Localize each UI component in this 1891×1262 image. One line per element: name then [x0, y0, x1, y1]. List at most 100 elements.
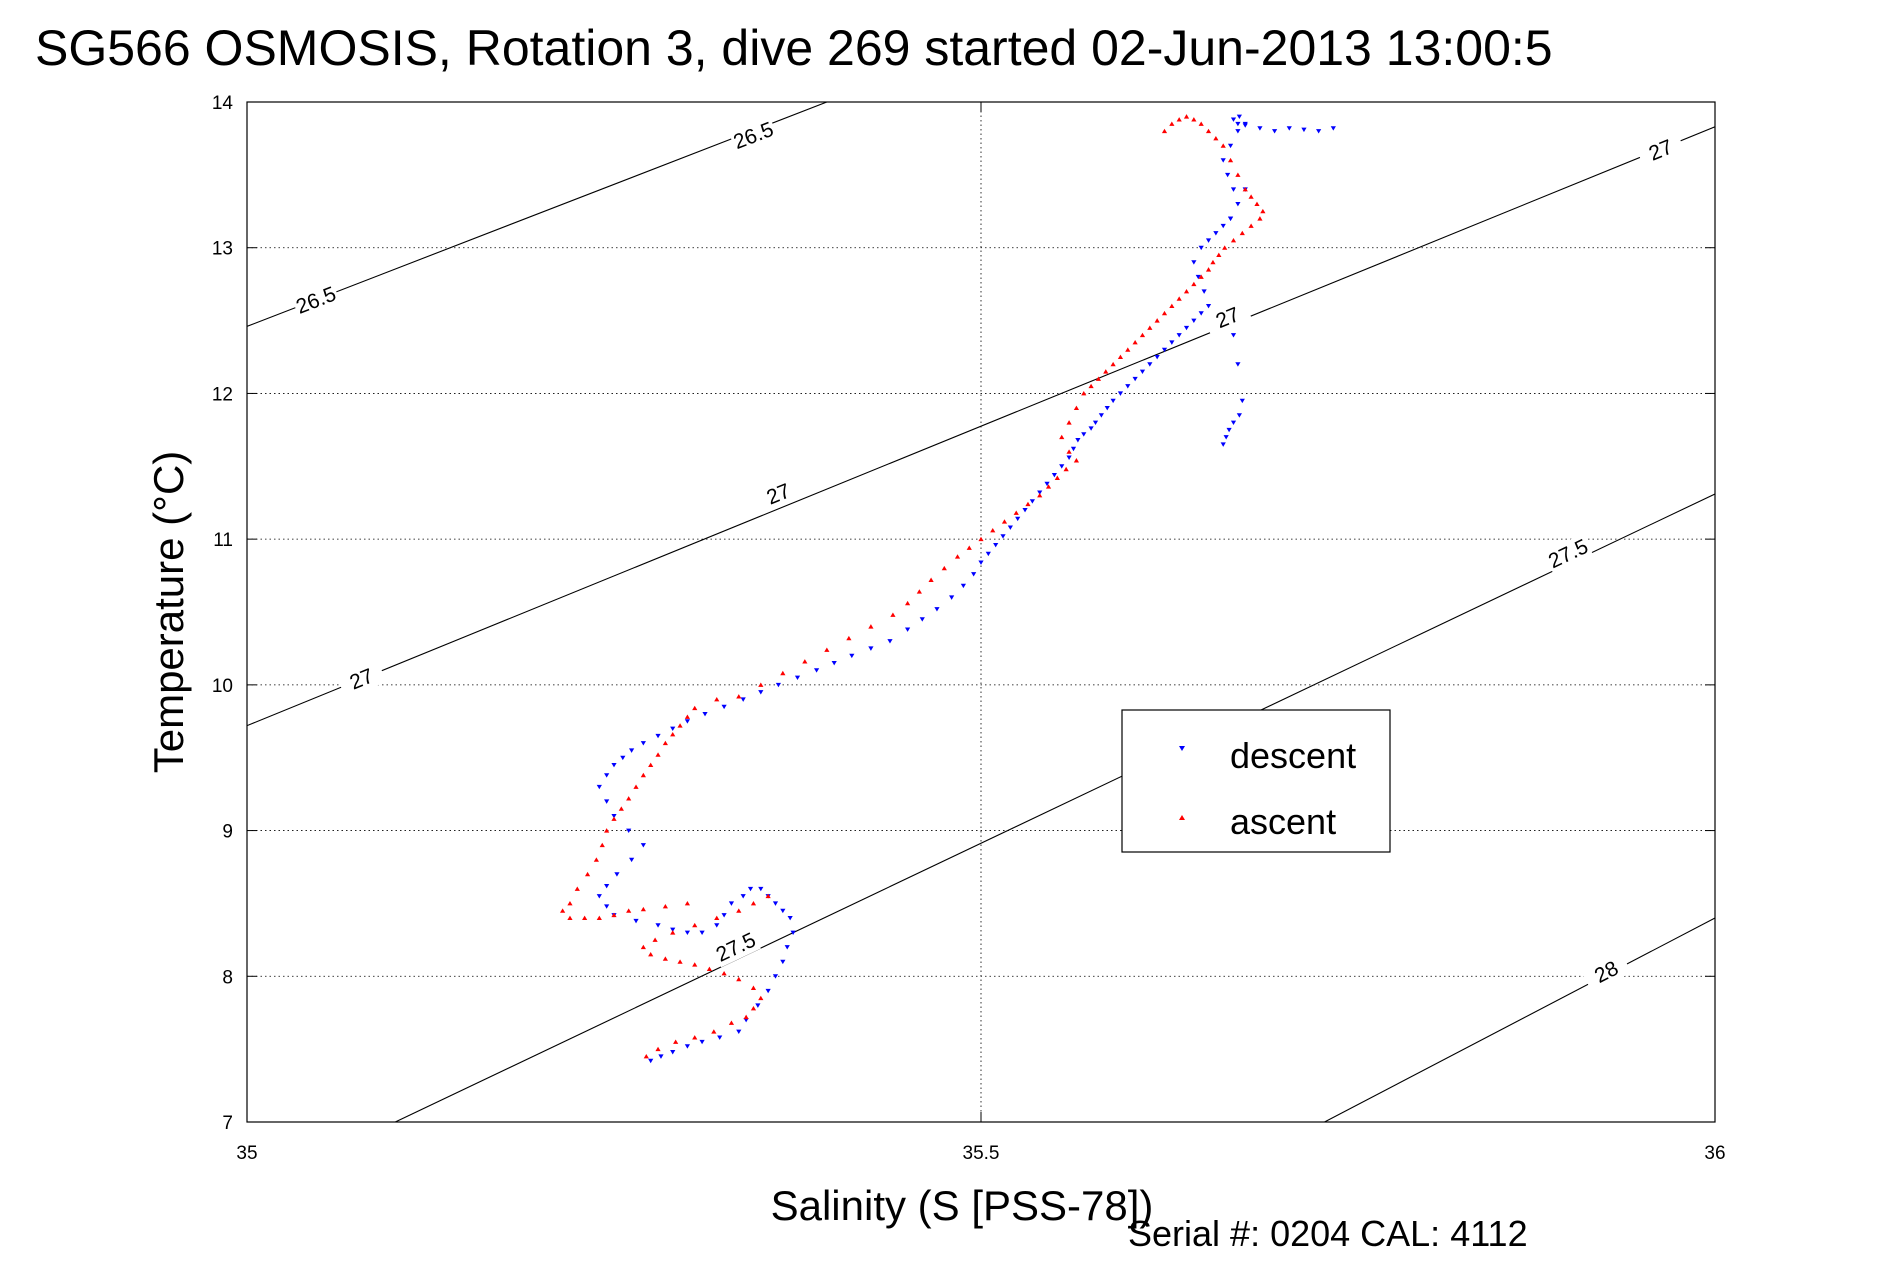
- ascent-point: [1205, 267, 1212, 272]
- descent-point: [780, 908, 786, 914]
- ascent-point: [582, 915, 588, 920]
- y-tick-label-7: 14: [212, 93, 234, 114]
- y-tick-label-2: 9: [222, 822, 233, 843]
- ascent-point: [567, 901, 573, 906]
- descent-point: [1286, 126, 1292, 131]
- ascent-point: [1191, 281, 1197, 287]
- descent-point: [993, 542, 999, 548]
- ascent-point: [1198, 121, 1204, 126]
- ascent-point: [978, 536, 984, 542]
- descent-point: [1230, 117, 1237, 122]
- descent-point: [1236, 114, 1242, 119]
- descent-point: [960, 583, 966, 589]
- ascent-point: [1227, 157, 1234, 163]
- ascent-point: [905, 600, 911, 606]
- descent-point: [620, 755, 626, 761]
- ascent-point: [1025, 501, 1031, 507]
- descent-point: [1183, 325, 1190, 331]
- descent-point: [1195, 274, 1201, 280]
- descent-point: [1176, 333, 1182, 338]
- descent-point: [743, 1018, 749, 1023]
- descent-point: [604, 883, 610, 889]
- descent-point: [790, 930, 796, 935]
- ascent-point: [1210, 259, 1216, 265]
- descent-point: [1104, 406, 1110, 411]
- descent-point: [648, 1058, 654, 1064]
- descent-point: [1139, 369, 1146, 374]
- ascent-point: [673, 1039, 679, 1044]
- ascent-point: [758, 995, 764, 1001]
- ascent-point: [846, 635, 852, 641]
- ascent-point: [611, 816, 617, 821]
- descent-point: [1227, 143, 1234, 149]
- ascent-point: [574, 886, 580, 891]
- y-tick-label-4: 11: [213, 530, 233, 551]
- ascent-point: [750, 1005, 757, 1011]
- descent-point: [604, 799, 610, 804]
- ascent-point: [928, 577, 934, 582]
- ascent-point: [736, 694, 742, 699]
- descent-point: [1088, 426, 1094, 431]
- ascent-point: [593, 857, 599, 862]
- descent-point: [784, 945, 790, 950]
- ascent-point: [684, 714, 690, 719]
- ascent-point: [1198, 274, 1204, 279]
- descent-point: [1007, 525, 1013, 530]
- ascent-point: [560, 908, 566, 913]
- ascent-point: [714, 697, 720, 702]
- descent-point: [919, 617, 925, 622]
- legend-descent-label: descent: [1230, 735, 1356, 776]
- descent-point: [1235, 362, 1241, 367]
- descent-point: [1191, 260, 1197, 265]
- descent-point: [655, 923, 661, 928]
- ascent-point: [626, 908, 632, 913]
- descent-point: [1092, 420, 1099, 425]
- descent-point: [1070, 446, 1077, 452]
- ascent-point: [599, 842, 605, 848]
- ascent-point: [1230, 238, 1237, 243]
- ascent-point: [652, 937, 658, 942]
- contour-label-bg: [1202, 298, 1253, 338]
- ascent-point: [633, 784, 639, 789]
- descent-point: [629, 748, 635, 753]
- ascent-point: [1066, 449, 1072, 454]
- legend-descent-marker: [1179, 746, 1185, 751]
- ascent-point: [604, 828, 610, 833]
- ascent-point: [1248, 194, 1254, 199]
- ascent-point: [643, 1054, 649, 1059]
- descent-point: [758, 690, 764, 695]
- ascent-point: [1169, 303, 1175, 308]
- ascent-point: [1117, 354, 1124, 359]
- descent-point: [1000, 534, 1006, 539]
- contour-label-26-5-1: 26.5: [730, 118, 776, 154]
- ascent-point: [868, 624, 874, 629]
- descent-point: [1235, 121, 1241, 127]
- ascent-point: [567, 915, 573, 920]
- x-axis-label: Salinity (S [PSS-78]): [771, 1182, 1154, 1229]
- ascent-point: [1081, 391, 1087, 396]
- contour-label-bg: [1635, 130, 1686, 170]
- descent-point: [1169, 340, 1175, 345]
- ascent-point: [640, 906, 646, 912]
- descent-point: [1147, 362, 1153, 367]
- descent-point: [1301, 127, 1307, 133]
- descent-point: [775, 682, 782, 688]
- descent-point: [868, 646, 874, 651]
- density-contour-28: [1324, 917, 1715, 1122]
- descent-point: [1257, 126, 1263, 131]
- descent-point: [794, 675, 801, 680]
- descent-point: [596, 784, 602, 790]
- y-tick-label-0: 7: [222, 1113, 233, 1134]
- descent-point: [780, 959, 786, 965]
- ascent-point: [765, 893, 771, 899]
- descent-point: [640, 741, 646, 746]
- contour-label-bg: [728, 116, 779, 155]
- ascent-point: [1191, 117, 1197, 122]
- ascent-point: [743, 1014, 749, 1020]
- descent-point: [740, 697, 746, 702]
- descent-point: [758, 886, 764, 892]
- descent-point: [1227, 216, 1234, 221]
- descent-point: [1235, 202, 1241, 207]
- contour-label-bg: [1543, 533, 1594, 575]
- descent-point: [1230, 333, 1237, 338]
